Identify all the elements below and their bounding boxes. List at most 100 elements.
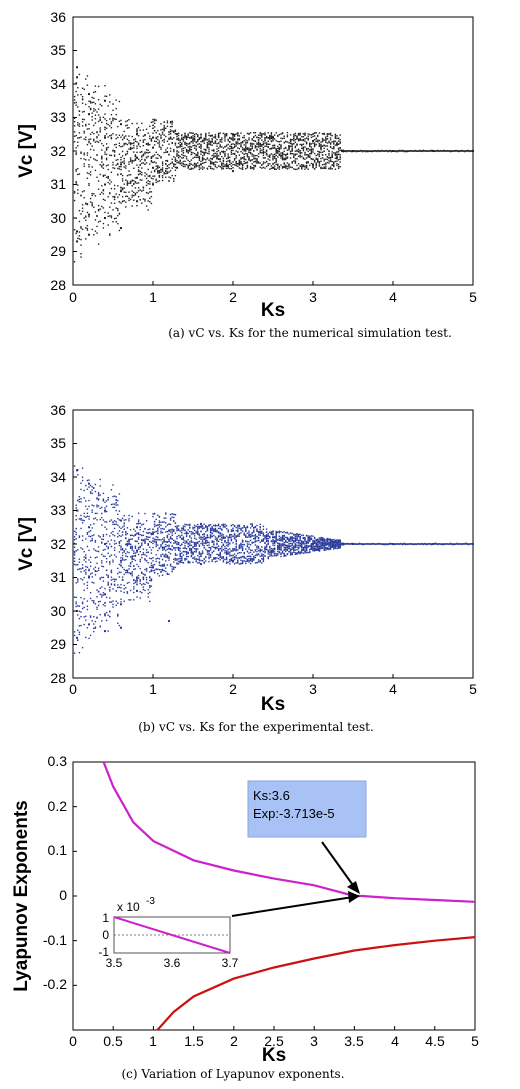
data-point — [205, 540, 207, 542]
data-point — [201, 166, 204, 168]
data-point — [209, 553, 212, 556]
data-point — [137, 187, 140, 189]
data-point — [238, 142, 241, 145]
data-point — [179, 547, 181, 550]
data-point — [222, 543, 225, 546]
data-point — [245, 540, 247, 543]
data-point — [190, 533, 193, 535]
data-point — [243, 136, 245, 139]
data-point — [123, 144, 125, 146]
data-point — [209, 160, 212, 162]
data-point — [182, 165, 185, 168]
data-point — [73, 131, 76, 133]
data-point — [214, 525, 217, 527]
data-point — [272, 136, 274, 139]
data-point — [277, 167, 279, 169]
data-point — [123, 600, 125, 602]
data-point — [233, 525, 236, 528]
data-point — [277, 164, 279, 166]
data-point — [80, 547, 82, 549]
data-point — [269, 168, 271, 170]
data-point — [190, 539, 193, 542]
data-point — [168, 533, 170, 535]
data-point — [177, 525, 180, 527]
data-point — [211, 137, 213, 140]
data-point — [264, 132, 266, 134]
data-point — [136, 581, 138, 583]
data-point — [73, 546, 76, 548]
data-point — [158, 520, 161, 522]
data-point — [118, 544, 121, 547]
data-point — [293, 537, 295, 539]
data-point — [126, 124, 129, 126]
data-point — [310, 546, 313, 549]
data-point — [241, 527, 244, 529]
data-point — [219, 553, 221, 556]
data-point — [222, 160, 225, 163]
data-point — [270, 153, 273, 155]
data-point — [147, 544, 149, 546]
data-point — [265, 150, 268, 152]
data-point — [93, 138, 95, 140]
data-point — [291, 552, 293, 555]
data-point — [129, 573, 132, 575]
data-point — [265, 142, 268, 144]
data-point — [174, 129, 177, 131]
data-point — [115, 107, 117, 110]
data-point — [80, 136, 82, 138]
data-point — [179, 557, 181, 560]
data-point — [240, 542, 242, 545]
data-point — [198, 137, 201, 139]
data-point — [278, 543, 281, 546]
data-point — [198, 535, 201, 537]
data-point — [315, 154, 317, 157]
data-point — [277, 165, 279, 167]
data-point — [241, 147, 244, 149]
data-point — [235, 562, 237, 564]
data-point — [152, 146, 154, 149]
data-point — [206, 540, 209, 542]
data-point — [83, 616, 85, 618]
data-point — [278, 530, 281, 532]
data-point — [328, 167, 330, 170]
data-point — [75, 82, 77, 84]
data-point — [144, 559, 146, 561]
data-point — [312, 135, 314, 138]
data-point — [181, 150, 183, 152]
data-point — [166, 524, 169, 526]
data-point — [86, 203, 89, 205]
data-point — [161, 133, 164, 135]
data-point — [217, 540, 220, 542]
data-point — [214, 137, 217, 139]
data-point — [152, 513, 154, 515]
data-point — [301, 541, 303, 543]
data-point — [309, 548, 311, 551]
data-point — [123, 157, 125, 160]
data-point — [293, 539, 295, 542]
data-point — [173, 165, 175, 168]
data-point — [246, 540, 249, 543]
data-point — [200, 538, 202, 541]
data-point — [305, 147, 308, 150]
data-point — [158, 166, 161, 168]
data-point — [331, 141, 333, 143]
data-point — [249, 562, 252, 565]
data-point — [97, 505, 100, 507]
data-point — [273, 540, 276, 542]
data-point — [321, 164, 324, 166]
data-point — [115, 578, 117, 581]
data-point — [129, 589, 132, 592]
data-point — [280, 552, 282, 554]
data-point — [152, 560, 154, 562]
data-point — [206, 529, 209, 531]
data-point — [318, 161, 321, 163]
data-point — [325, 167, 327, 169]
data-point — [80, 578, 82, 580]
data-point — [133, 564, 135, 567]
data-point — [176, 135, 178, 138]
data-point — [336, 141, 338, 144]
data-point — [225, 133, 228, 136]
data-point — [305, 547, 308, 549]
data-point — [101, 149, 103, 151]
data-point — [185, 151, 188, 153]
